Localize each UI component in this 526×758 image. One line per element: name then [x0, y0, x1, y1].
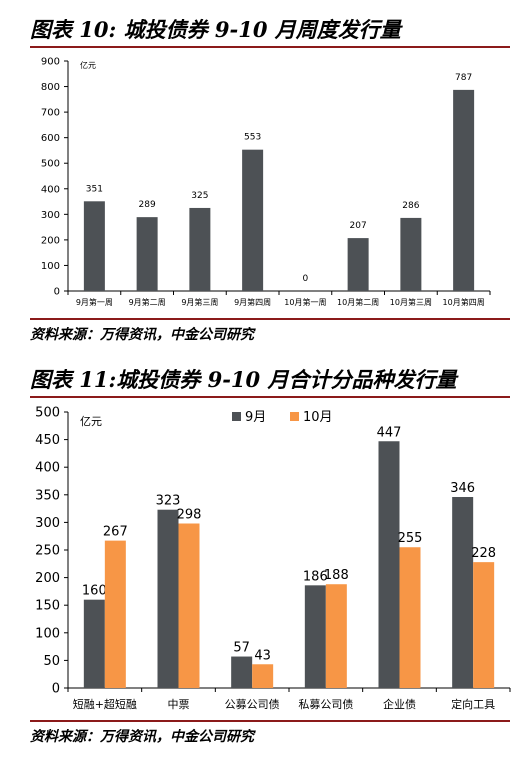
y-tick-label: 200: [35, 571, 60, 586]
bar: [400, 217, 422, 291]
bar-sept: [231, 656, 253, 688]
y-tick-label: 800: [41, 82, 60, 93]
x-tick-label: 10月第四周: [443, 297, 485, 307]
data-label: 228: [471, 546, 496, 561]
data-label: 160: [82, 584, 107, 599]
figure11-title-rule: [30, 396, 510, 398]
legend-swatch: [290, 412, 299, 421]
figure10-source: 资料来源：万得资讯，中金公司研究: [30, 327, 254, 343]
figure10-source-rule: [30, 318, 510, 320]
data-label: 351: [86, 184, 103, 194]
x-tick-label: 9月第一周: [76, 297, 113, 307]
legend-label: 10月: [303, 410, 333, 425]
bar-sept: [157, 509, 179, 688]
x-tick-label: 10月第二周: [337, 297, 379, 307]
y-tick-label: 500: [41, 159, 60, 170]
figure11-source-rule: [30, 720, 510, 722]
x-tick-label: 10月第三周: [390, 297, 432, 307]
data-label: 553: [244, 133, 261, 143]
data-label: 325: [191, 191, 208, 201]
chart-weekly-issuance: 0 100 200 300 400 500 600 700 800 900 亿元 351 9月第一周 28…: [41, 57, 491, 307]
bar-oct: [325, 584, 347, 688]
y-tick-label: 100: [41, 261, 60, 272]
bar-oct: [473, 562, 495, 688]
bar: [189, 207, 211, 291]
bar-sept: [83, 599, 105, 688]
x-tick-label: 私募公司债: [298, 697, 353, 711]
data-label: 323: [156, 494, 181, 509]
y-tick-label: 200: [41, 235, 60, 246]
data-label: 298: [177, 508, 202, 523]
x-tick-label: 9月第二周: [129, 297, 166, 307]
bar-sept: [378, 441, 400, 688]
y-tick-label: 150: [35, 599, 60, 614]
bar-oct: [178, 523, 200, 688]
y-tick-label: 900: [41, 57, 60, 68]
x-tick-label: 10月第一周: [284, 297, 326, 307]
y-tick-label: 500: [35, 406, 60, 421]
y-tick-label: 100: [35, 626, 60, 641]
y-axis-unit: 亿元: [80, 415, 102, 428]
y-axis-unit: 亿元: [80, 60, 96, 70]
bar-oct: [104, 540, 126, 688]
data-label: 207: [350, 221, 367, 231]
data-label: 267: [103, 525, 128, 540]
bar: [136, 217, 158, 291]
y-tick-label: 0: [52, 682, 60, 697]
y-tick-label: 400: [35, 461, 60, 476]
legend-label: 9月: [245, 410, 266, 425]
data-label: 286: [402, 201, 419, 211]
data-label: 787: [455, 73, 472, 83]
y-tick-label: 300: [41, 210, 60, 221]
data-label: 186: [303, 569, 328, 584]
bar-sept: [452, 497, 474, 688]
data-label: 346: [450, 481, 475, 496]
data-label: 57: [233, 641, 250, 656]
figure11-title: 图表 11:城投债券 9-10 月合计分品种发行量: [30, 367, 457, 392]
data-label: 188: [324, 568, 349, 583]
x-tick-label: 定向工具: [451, 697, 495, 711]
legend-swatch: [232, 412, 241, 421]
y-tick-label: 50: [43, 654, 60, 669]
data-label: 255: [398, 531, 423, 546]
bar-sept: [304, 585, 326, 688]
bar: [453, 89, 475, 291]
data-label: 43: [254, 648, 271, 663]
x-tick-label: 9月第四周: [234, 297, 271, 307]
bar-oct: [399, 547, 421, 688]
y-tick-label: 700: [41, 108, 60, 119]
x-tick-label: 公募公司债: [225, 697, 280, 711]
bar: [347, 238, 369, 291]
figure10-title: 图表 10: 城投债券 9-10 月周度发行量: [30, 17, 401, 42]
x-tick-label: 企业债: [383, 697, 416, 711]
bar: [83, 201, 105, 291]
figure11-source: 资料来源：万得资讯，中金公司研究: [30, 729, 254, 745]
x-tick-label: 中票: [168, 698, 190, 711]
y-tick-label: 400: [41, 184, 60, 195]
y-tick-label: 0: [54, 287, 60, 298]
y-tick-label: 300: [35, 516, 60, 531]
x-tick-label: 短融+超短融: [73, 697, 137, 711]
chart-product-issuance: 0 50 100 150 200 250 300 350 400 450 500 亿元 160 267 短融…: [35, 406, 511, 711]
data-label: 289: [139, 200, 156, 210]
y-tick-label: 600: [41, 133, 60, 144]
bar-oct: [252, 664, 274, 688]
figure10-title-rule: [30, 46, 510, 48]
y-tick-label: 350: [35, 488, 60, 503]
data-label: 0: [303, 274, 309, 284]
x-tick-label: 9月第三周: [181, 297, 218, 307]
y-tick-label: 250: [35, 544, 60, 559]
y-tick-label: 450: [35, 433, 60, 448]
bar: [242, 149, 264, 291]
data-label: 447: [377, 425, 402, 440]
